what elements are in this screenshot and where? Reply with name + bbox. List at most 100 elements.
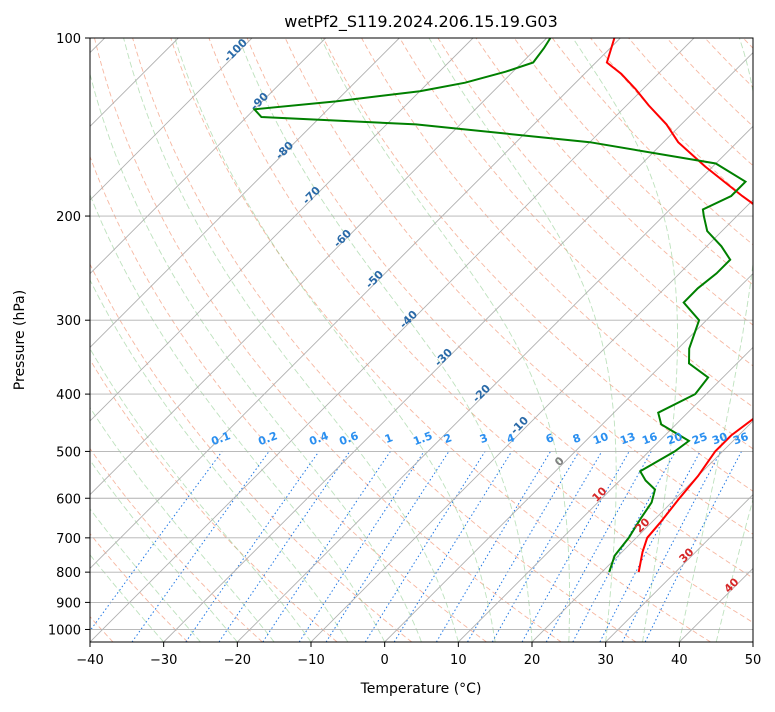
x-tick-label: 50 xyxy=(745,653,762,668)
isotherm-line xyxy=(458,38,775,642)
mixing-ratio-line xyxy=(299,451,424,642)
dry-adiabat-label: -20 xyxy=(470,382,493,405)
mixing-ratio-line xyxy=(546,451,651,642)
dry-adiabat-line xyxy=(56,38,486,642)
mixing-ratio-label: 25 xyxy=(690,430,709,447)
mixing-ratio-label: 3 xyxy=(478,431,490,446)
dry-adiabat-line xyxy=(18,38,412,642)
mixing-ratio-line xyxy=(82,451,222,642)
x-tick-label: −20 xyxy=(224,653,251,668)
y-tick-label: 900 xyxy=(56,596,81,611)
x-tick-label: 30 xyxy=(597,653,614,668)
x-tick-label: −10 xyxy=(297,653,324,668)
mixing-ratio-label: 16 xyxy=(640,430,659,448)
y-tick-label: 400 xyxy=(56,388,81,403)
y-tick-label: 100 xyxy=(56,32,81,47)
moist-adiabat-line xyxy=(0,38,274,642)
x-tick-label: 40 xyxy=(671,653,688,668)
moist-adiabats xyxy=(0,38,775,642)
dry-adiabat-line xyxy=(476,38,775,642)
isotherm-line xyxy=(0,38,252,642)
mixing-ratio-label: 0.2 xyxy=(256,429,279,448)
y-tick-label: 800 xyxy=(56,566,81,581)
isobars xyxy=(90,38,753,629)
mixing-ratio-line xyxy=(326,451,449,642)
dry-adiabat-label: -50 xyxy=(363,268,386,291)
chart-title: wetPf2_S119.2024.206.15.19.G03 xyxy=(284,12,558,32)
dry-adiabat-label: 20 xyxy=(633,515,653,535)
mixing-ratio-label: 1.5 xyxy=(411,429,434,448)
mixing-ratio-line xyxy=(573,451,676,642)
dry-adiabat-line xyxy=(0,38,188,642)
dry-adiabat-line xyxy=(0,38,337,642)
x-tick-label: −30 xyxy=(150,653,177,668)
dry-adiabat-label: -30 xyxy=(432,346,455,369)
mixing-ratio-label: 2 xyxy=(442,431,454,446)
mixing-ratio-line xyxy=(522,451,629,642)
dry-adiabat-label: 30 xyxy=(677,545,697,565)
isotherm-line xyxy=(16,38,620,642)
mixing-ratio-line xyxy=(468,451,580,642)
x-tick-label: 10 xyxy=(450,653,467,668)
isotherm-line xyxy=(90,38,694,642)
moist-adiabat-line xyxy=(124,38,459,642)
dry-adiabat-label: -100 xyxy=(221,36,250,65)
moist-adiabat-line xyxy=(16,38,348,642)
y-tick-label: 1000 xyxy=(48,623,81,638)
mixing-ratio-line xyxy=(263,451,391,642)
y-axis-label: Pressure (hPa) xyxy=(12,290,28,390)
y-tick-label: 600 xyxy=(56,492,81,507)
y-tick-label: 500 xyxy=(56,445,81,460)
dry-adiabat-label: -80 xyxy=(273,139,296,162)
mixing-ratio-label: 0.6 xyxy=(337,429,360,448)
moist-adiabat-line xyxy=(82,38,422,642)
isotherm-line xyxy=(753,38,775,642)
x-axis-label: Temperature (°C) xyxy=(360,681,482,697)
moist-adiabat-line xyxy=(0,38,237,642)
mixing-ratio-label: 30 xyxy=(710,430,729,448)
dry-adiabat-line xyxy=(0,38,262,642)
moist-adiabat-line xyxy=(239,38,532,642)
dry-adiabat-label: -40 xyxy=(397,308,420,331)
mixing-ratio-label: 8 xyxy=(571,431,583,446)
isotherm-line xyxy=(385,38,775,642)
dry-adiabat-label: 10 xyxy=(590,484,610,504)
dry-adiabat-label: -70 xyxy=(300,184,323,207)
isotherm-line xyxy=(0,38,326,642)
moist-adiabat-line xyxy=(573,38,678,642)
isotherm-line xyxy=(679,38,775,642)
mixing-ratio-line xyxy=(645,451,741,642)
mixing-ratio-line xyxy=(622,451,720,642)
mixing-ratio-label: 1 xyxy=(383,431,395,446)
y-tick-label: 700 xyxy=(56,532,81,547)
plot-frame xyxy=(90,38,753,642)
dry-adiabat-line xyxy=(514,38,775,642)
dewpoint-line xyxy=(254,38,745,572)
dry-adiabat-line xyxy=(171,38,711,642)
isotherms xyxy=(0,38,775,642)
dry-adiabat-label: -60 xyxy=(331,227,354,250)
temperature-line xyxy=(607,38,775,572)
moist-adiabat-line xyxy=(175,38,495,642)
dry-adiabat-line xyxy=(705,38,775,642)
mixing-ratio-line xyxy=(219,451,350,642)
dry-adiabat-line xyxy=(438,38,775,642)
y-tick-label: 300 xyxy=(56,314,81,329)
x-tick-label: −40 xyxy=(76,653,103,668)
isotherm-line xyxy=(311,38,775,642)
dry-adiabat-line xyxy=(133,38,636,642)
mixing-ratio-label: 13 xyxy=(618,430,637,447)
x-tick-label: 20 xyxy=(524,653,541,668)
dry-adiabats xyxy=(0,38,775,642)
mixing-ratio-line xyxy=(436,451,550,642)
isotherm-line xyxy=(0,38,399,642)
dry-adiabat-label: 40 xyxy=(722,575,742,595)
y-ticks: 100 200 300 400 500 600 700 800 900 1000 xyxy=(48,32,90,638)
dry-adiabat-line xyxy=(743,38,775,642)
y-tick-label: 200 xyxy=(56,210,81,225)
moist-adiabat-line xyxy=(716,38,775,642)
dry-adiabat-label: -90 xyxy=(248,90,271,113)
